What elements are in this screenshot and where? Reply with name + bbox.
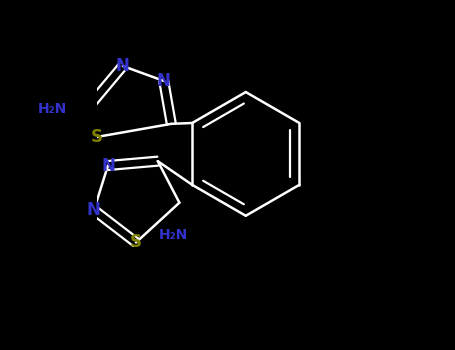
Text: S: S xyxy=(91,128,103,146)
Text: N: N xyxy=(116,57,130,75)
Text: H₂N: H₂N xyxy=(38,102,67,116)
Text: H₂N: H₂N xyxy=(159,228,188,242)
Text: S: S xyxy=(130,233,142,251)
Text: N: N xyxy=(157,72,171,90)
Text: N: N xyxy=(87,201,101,219)
Text: N: N xyxy=(101,156,115,175)
